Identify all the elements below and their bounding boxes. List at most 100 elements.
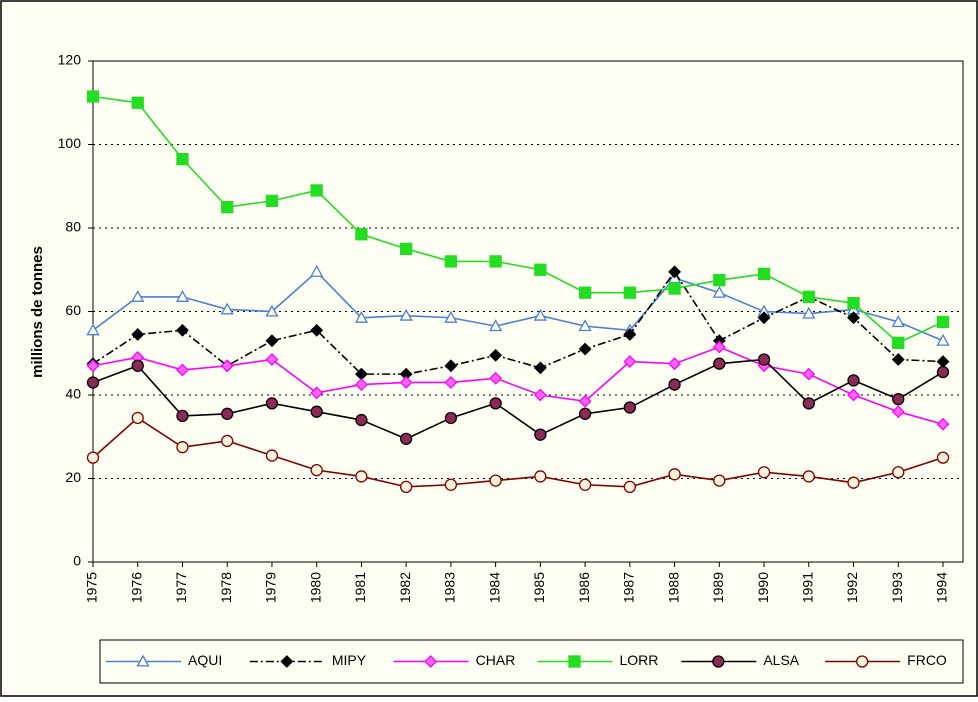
marker <box>856 655 869 668</box>
marker <box>355 470 368 483</box>
legend-item: ALSA <box>681 652 800 668</box>
marker <box>265 449 279 462</box>
plot-frame <box>92 60 964 563</box>
marker <box>757 353 771 366</box>
marker <box>400 480 413 494</box>
marker <box>489 255 502 268</box>
legend-label: MIPY <box>332 652 367 668</box>
legend-item: CHAR <box>393 652 516 668</box>
marker <box>578 394 592 408</box>
legend-label: ALSA <box>763 652 799 668</box>
marker <box>86 323 100 336</box>
marker <box>892 393 905 406</box>
marker <box>623 286 636 299</box>
marker <box>891 315 905 327</box>
marker <box>400 432 413 445</box>
marker <box>86 376 100 389</box>
marker <box>265 304 279 317</box>
y-tick-label: 40 <box>65 386 81 402</box>
marker <box>220 302 234 315</box>
marker <box>400 242 413 256</box>
marker <box>399 376 413 389</box>
marker <box>533 308 547 321</box>
x-tick-label: 1988 <box>665 572 681 603</box>
marker <box>310 264 324 277</box>
marker <box>424 655 438 668</box>
marker <box>175 290 190 302</box>
marker <box>534 470 547 483</box>
x-tick-label: 1978 <box>218 572 234 603</box>
marker <box>221 434 234 448</box>
marker <box>847 311 860 325</box>
x-tick-label: 1976 <box>128 572 144 603</box>
marker <box>713 274 726 287</box>
marker <box>712 285 726 298</box>
marker <box>131 411 144 425</box>
marker <box>534 263 547 276</box>
marker <box>86 359 100 373</box>
x-tick-label: 1989 <box>710 572 726 603</box>
marker <box>802 367 816 381</box>
marker <box>444 255 458 268</box>
marker <box>892 336 905 349</box>
marker <box>489 397 502 410</box>
marker <box>176 363 189 377</box>
x-tick-label: 1986 <box>576 572 592 603</box>
legend-item: MIPY <box>249 652 367 668</box>
legend-item: LORR <box>537 652 659 668</box>
marker <box>713 357 726 370</box>
marker <box>847 388 860 402</box>
marker <box>668 282 681 295</box>
marker <box>847 476 860 489</box>
marker <box>176 441 189 454</box>
x-tick-label: 1991 <box>799 572 815 603</box>
marker <box>489 348 503 362</box>
y-tick-label: 60 <box>65 302 81 318</box>
marker <box>86 90 100 103</box>
marker <box>891 353 905 366</box>
marker <box>578 342 592 356</box>
marker <box>221 407 234 420</box>
x-tick-label: 1980 <box>307 572 323 603</box>
marker <box>131 328 145 341</box>
marker <box>444 310 458 323</box>
x-tick-label: 1984 <box>486 572 502 603</box>
marker <box>936 451 950 464</box>
marker <box>534 428 547 441</box>
marker <box>892 466 905 479</box>
marker <box>578 478 592 491</box>
marker <box>176 152 189 166</box>
marker <box>176 323 189 337</box>
x-tick-label: 1983 <box>442 572 458 603</box>
marker <box>891 405 905 419</box>
x-tick-label: 1992 <box>844 572 860 603</box>
marker <box>86 451 100 464</box>
marker <box>221 200 234 214</box>
x-tick-label: 1990 <box>755 572 771 603</box>
marker <box>757 466 771 479</box>
legend-label: CHAR <box>476 652 516 668</box>
marker <box>265 194 279 208</box>
series-line <box>92 95 944 344</box>
marker <box>936 315 950 329</box>
marker <box>668 468 681 481</box>
marker <box>623 328 637 341</box>
marker <box>310 323 324 337</box>
marker <box>355 413 368 427</box>
x-tick-label: 1979 <box>263 572 279 603</box>
marker <box>131 290 145 302</box>
marker <box>802 470 815 483</box>
legend-label: LORR <box>620 652 659 668</box>
y-tick-label: 20 <box>65 469 81 485</box>
marker <box>489 319 503 332</box>
marker <box>623 401 636 414</box>
marker <box>399 308 413 321</box>
marker <box>668 357 681 371</box>
x-tick-label: 1981 <box>352 572 368 603</box>
series-line <box>92 346 944 425</box>
marker <box>712 340 726 354</box>
marker <box>668 265 681 279</box>
y-tick-label: 0 <box>73 553 81 569</box>
marker <box>847 296 860 310</box>
